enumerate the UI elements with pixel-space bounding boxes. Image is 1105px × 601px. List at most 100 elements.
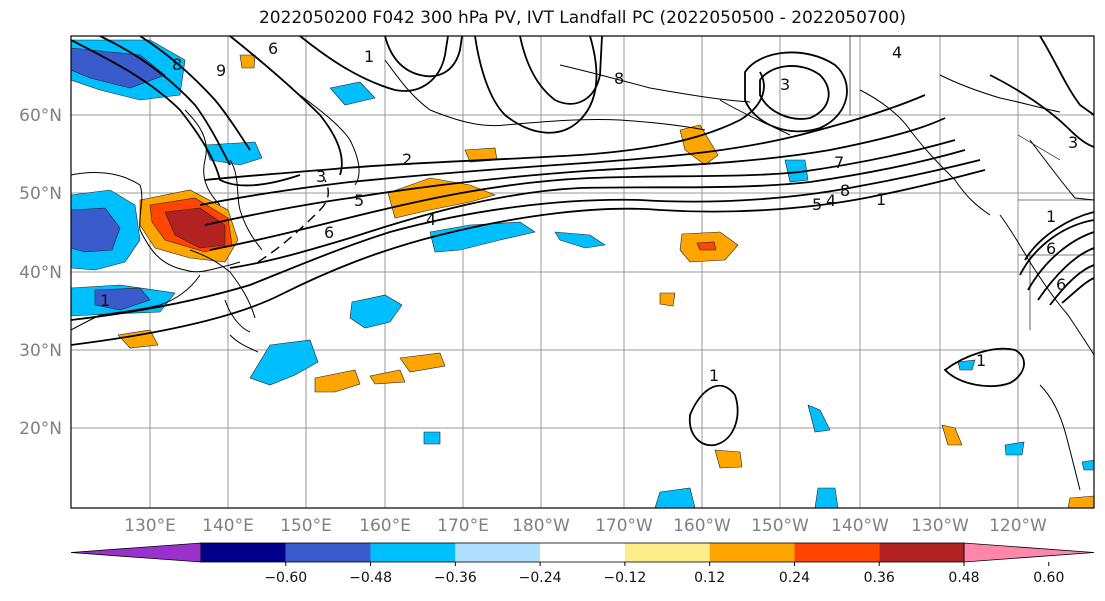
contour-gulf-b	[519, 36, 603, 105]
contour-nw-c	[139, 36, 251, 151]
colorbar-tick-label: −0.24	[519, 570, 562, 586]
contour-bering-c	[384, 36, 463, 78]
contour-e-2	[1019, 219, 1094, 276]
lat-label: 20°N	[19, 419, 62, 439]
colorbar-tick-label: 0.12	[694, 570, 725, 586]
contour-label: 7	[834, 153, 844, 172]
lat-label: 50°N	[19, 184, 62, 204]
shade-pos-25n-c	[399, 352, 446, 373]
shade-pos-35n	[659, 292, 676, 307]
contour-7	[204, 71, 765, 181]
contour-1-south	[688, 384, 739, 447]
contour-japan-dash	[257, 179, 329, 263]
contour-label: 1	[876, 190, 886, 209]
contour-label: 5	[354, 191, 364, 210]
contour-label: 4	[826, 191, 836, 210]
colorbar: −0.60 −0.48 −0.36 −0.24 −0.12 0.12 0.24 0.36 0.4…	[70, 542, 1095, 586]
contour-nw-b	[99, 36, 231, 166]
contour-2	[71, 159, 981, 321]
map-title: 2022050200 F042 300 hPa PV, IVT Landfall…	[258, 8, 906, 28]
contour-low-outer	[744, 51, 848, 133]
colorbar-segment	[201, 543, 286, 562]
contour-e-5	[1049, 264, 1094, 306]
map-frame	[70, 35, 1095, 509]
shade-pos-sub-e	[1067, 495, 1094, 508]
contour-label: 8	[614, 69, 624, 88]
colorbar-extend-low	[70, 542, 202, 563]
shade-pos-25n-b	[369, 369, 406, 385]
contour-label: 3	[1068, 133, 1078, 152]
contour-5	[204, 117, 946, 226]
graticule	[71, 36, 1094, 508]
shade-pos-150w-core	[696, 241, 717, 251]
lon-label: 140°W	[831, 516, 889, 536]
shade-pos-sub-a	[941, 424, 963, 446]
shade-neg-sub-c	[957, 359, 976, 371]
lon-label: 130°W	[911, 516, 969, 536]
contour-label: 3	[780, 75, 790, 94]
contour-e-1	[1024, 211, 1094, 261]
lat-labels: 60°N 50°N 40°N 30°N 20°N	[19, 106, 62, 439]
shade-neg-20n-a	[423, 431, 441, 445]
contour-labels: 6 8 9 1 8 3 4 3 2 3 5 6 4 7 5 4 8 1 1 6 …	[100, 39, 1078, 385]
shade-neg-south-a	[654, 487, 696, 508]
lon-label: 150°E	[280, 516, 332, 536]
contour-1	[71, 169, 986, 346]
contour-label: 1	[100, 291, 110, 310]
lat-label: 30°N	[19, 341, 62, 361]
shade-pos-31n	[117, 329, 159, 349]
shade-neg-china-core	[71, 207, 121, 253]
shade-neg-ak-gulf	[784, 159, 809, 183]
shade-pos-alaska	[679, 124, 719, 166]
contour-nw-a	[71, 39, 301, 187]
pv-contours	[71, 36, 1094, 447]
contour-label: 3	[316, 167, 326, 186]
contour-e-3	[1027, 231, 1094, 291]
coastlines	[71, 59, 1094, 491]
shade-pos-japan-core	[164, 207, 226, 249]
contour-label: 8	[840, 181, 850, 200]
colorbar-segment	[540, 543, 625, 562]
lon-labels: 130°E 140°E 150°E 160°E 170°E 180°W 170°…	[124, 516, 1047, 536]
contour-ne-a	[989, 74, 1094, 148]
contour-bering-a	[229, 36, 343, 176]
contour-label: 1	[364, 47, 374, 66]
colorbar-segment	[455, 543, 541, 562]
colorbar-segment	[709, 543, 795, 562]
shade-neg-sub-d	[1081, 459, 1094, 471]
contour-bering-b	[299, 36, 449, 92]
lat-label: 60°N	[19, 106, 62, 126]
colorbar-segment	[370, 543, 456, 562]
contour-1-east	[943, 347, 1025, 387]
shade-neg-30n-b	[249, 339, 319, 386]
contour-4	[209, 139, 956, 251]
shade-neg-midpac	[429, 221, 536, 253]
contour-6	[199, 94, 926, 206]
lon-label: 180°W	[512, 516, 570, 536]
colorbar-extend-high	[963, 542, 1095, 563]
lon-label: 130°E	[124, 516, 176, 536]
contour-label: 8	[172, 55, 182, 74]
contour-label: 6	[268, 39, 278, 58]
lon-label: 160°W	[673, 516, 731, 536]
contour-e-4	[1037, 247, 1094, 301]
colorbar-tick-label: 0.36	[864, 570, 895, 586]
shade-pos-20n	[714, 449, 743, 469]
contour-ne-b	[1039, 36, 1094, 116]
contour-label: 4	[426, 210, 436, 229]
contour-3	[229, 149, 966, 269]
shade-neg-sub-b	[1004, 441, 1025, 456]
contour-label: 9	[216, 61, 226, 80]
contour-label: 1	[976, 351, 986, 370]
lon-label: 170°E	[437, 516, 489, 536]
colorbar-tick-label: −0.12	[603, 570, 646, 586]
contour-e-6	[1061, 277, 1094, 304]
colorbar-tick-label: −0.36	[434, 570, 477, 586]
contour-label: 4	[892, 43, 902, 62]
lon-label: 170°W	[595, 516, 653, 536]
shade-neg-30n-a	[349, 294, 403, 329]
colorbar-segment	[794, 543, 880, 562]
shade-pos-top	[239, 54, 256, 69]
contour-low-3	[759, 65, 830, 120]
